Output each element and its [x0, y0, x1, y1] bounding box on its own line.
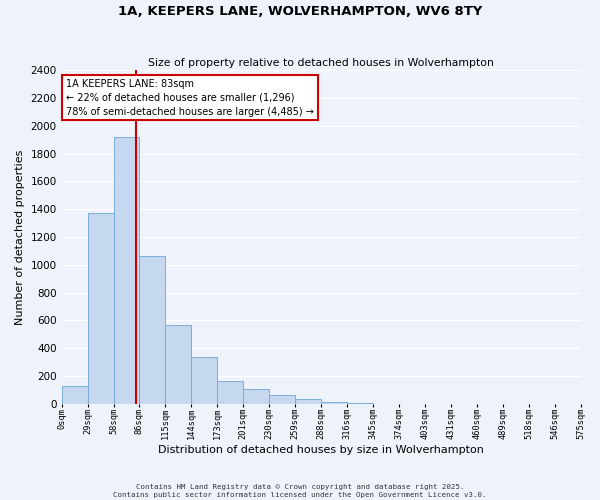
Text: 1A, KEEPERS LANE, WOLVERHAMPTON, WV6 8TY: 1A, KEEPERS LANE, WOLVERHAMPTON, WV6 8TY: [118, 5, 482, 18]
Bar: [243, 389, 269, 404]
Bar: [113, 137, 139, 404]
Bar: [191, 357, 217, 404]
Bar: [88, 214, 113, 404]
X-axis label: Distribution of detached houses by size in Wolverhampton: Distribution of detached houses by size …: [158, 445, 484, 455]
Bar: [166, 324, 191, 404]
Bar: [269, 396, 295, 404]
Y-axis label: Number of detached properties: Number of detached properties: [15, 150, 25, 324]
Bar: [139, 256, 166, 404]
Title: Size of property relative to detached houses in Wolverhampton: Size of property relative to detached ho…: [148, 58, 494, 68]
Bar: [321, 402, 347, 404]
Bar: [62, 386, 88, 404]
Text: 1A KEEPERS LANE: 83sqm
← 22% of detached houses are smaller (1,296)
78% of semi-: 1A KEEPERS LANE: 83sqm ← 22% of detached…: [66, 78, 314, 116]
Text: Contains HM Land Registry data © Crown copyright and database right 2025.
Contai: Contains HM Land Registry data © Crown c…: [113, 484, 487, 498]
Bar: [347, 403, 373, 404]
Bar: [217, 381, 243, 404]
Bar: [295, 399, 321, 404]
